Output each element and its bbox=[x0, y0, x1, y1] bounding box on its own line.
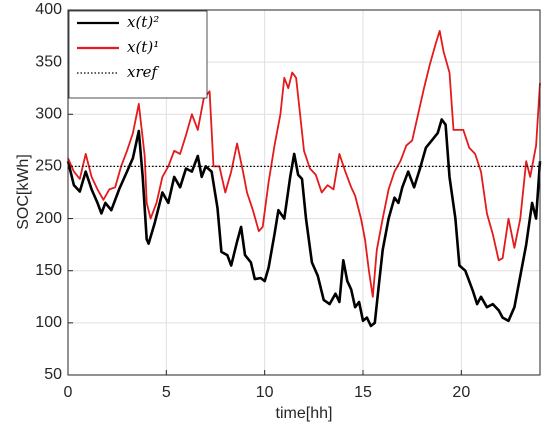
series-line bbox=[67, 30, 541, 298]
y-tick-label: 50 bbox=[44, 366, 62, 383]
y-tick-label: 350 bbox=[35, 53, 62, 70]
x-tick-label: 20 bbox=[452, 384, 470, 401]
y-tick-label: 100 bbox=[35, 314, 62, 331]
legend-label: xref bbox=[127, 63, 160, 81]
y-tick-label: 200 bbox=[35, 210, 62, 227]
series-line bbox=[66, 118, 542, 328]
y-tick-label: 250 bbox=[35, 158, 62, 175]
legend-label: x(t)¹ bbox=[127, 38, 159, 56]
legend-box bbox=[68, 10, 208, 99]
plot-frame bbox=[67, 9, 541, 376]
y-tick-label: 300 bbox=[35, 106, 62, 123]
y-tick-label: 400 bbox=[35, 1, 62, 18]
x-axis-label: time[hh] bbox=[276, 405, 333, 422]
y-tick-label: 150 bbox=[35, 262, 62, 279]
x-tick-label: 10 bbox=[256, 384, 274, 401]
x-tick-label: 15 bbox=[354, 384, 372, 401]
y-axis-label: SOC[kWh] bbox=[15, 154, 32, 230]
x-tick-label: 0 bbox=[64, 384, 73, 401]
legend-label: x(t)² bbox=[127, 13, 159, 31]
x-tick-label: 5 bbox=[162, 384, 171, 401]
